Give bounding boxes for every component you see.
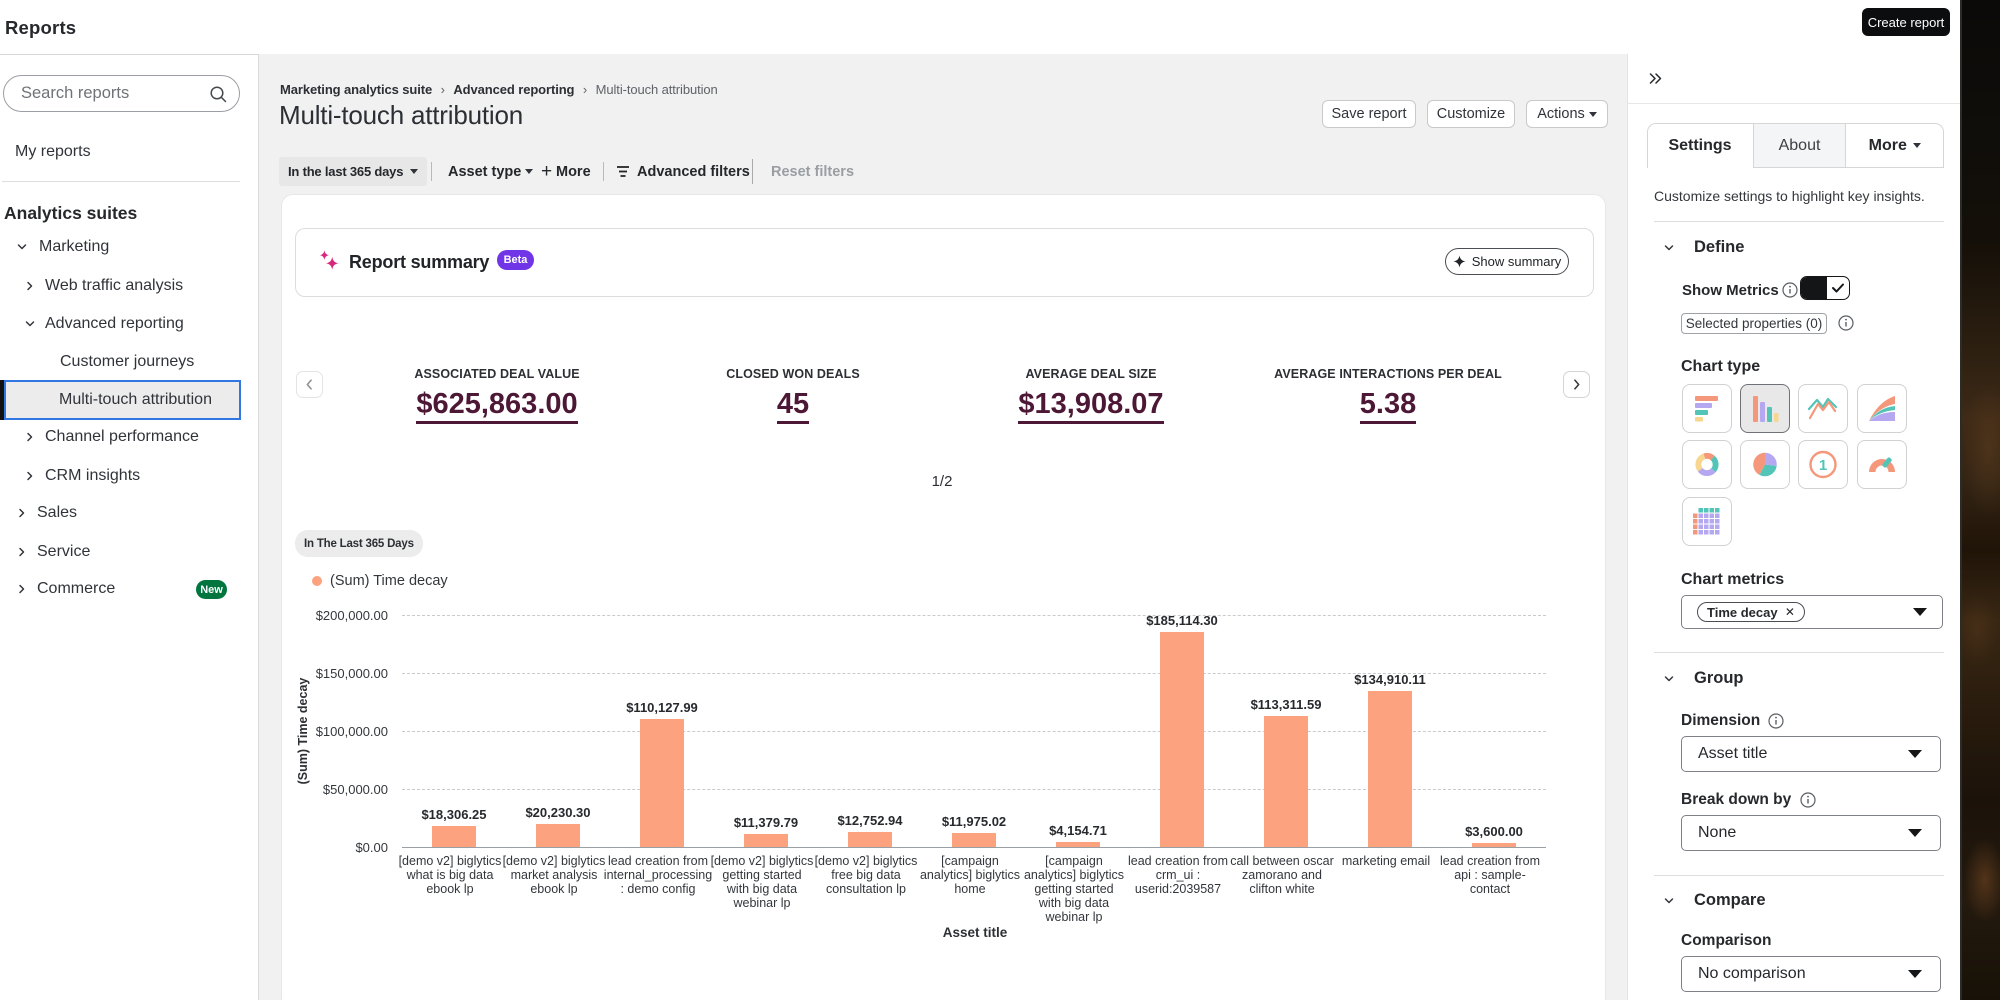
svg-text:1: 1 xyxy=(1819,457,1827,474)
